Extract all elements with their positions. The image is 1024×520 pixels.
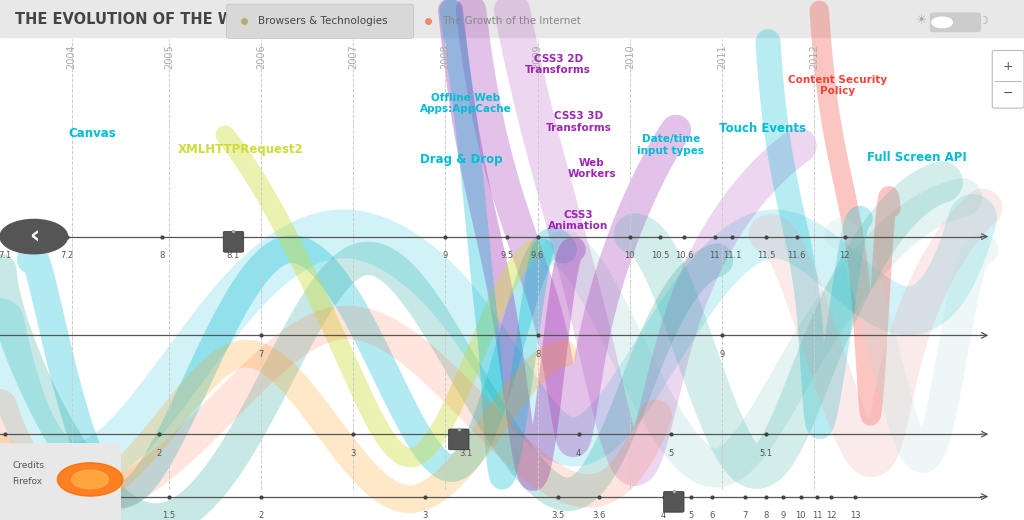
Text: 11.1: 11.1 — [723, 251, 741, 260]
Text: ‹: ‹ — [29, 225, 39, 249]
Text: 8: 8 — [763, 511, 769, 520]
Text: Offline Web
Apps:AppCache: Offline Web Apps:AppCache — [420, 93, 512, 114]
Text: 10.6: 10.6 — [675, 251, 693, 260]
Text: 12: 12 — [826, 511, 837, 520]
Text: CSS3 3D
Transforms: CSS3 3D Transforms — [546, 111, 611, 133]
Text: 2010: 2010 — [625, 44, 635, 69]
Text: 4: 4 — [575, 449, 582, 458]
Text: 2: 2 — [156, 449, 162, 458]
Text: Credits: Credits — [12, 461, 44, 470]
FancyBboxPatch shape — [930, 12, 981, 32]
Text: 10: 10 — [625, 251, 635, 260]
Text: Browsers & Technologies: Browsers & Technologies — [258, 16, 388, 27]
Text: 9: 9 — [780, 511, 786, 520]
Text: 2: 2 — [258, 511, 264, 520]
Text: 1: 1 — [2, 449, 8, 458]
Text: 9: 9 — [442, 251, 449, 260]
Text: 8.1: 8.1 — [227, 251, 240, 260]
Circle shape — [0, 219, 68, 254]
Text: 2006: 2006 — [256, 44, 266, 69]
Text: 12: 12 — [840, 251, 850, 260]
Text: 4: 4 — [660, 511, 667, 520]
Text: 8: 8 — [535, 350, 541, 359]
Text: 7.2: 7.2 — [60, 251, 73, 260]
Text: 3.5: 3.5 — [552, 511, 564, 520]
Text: +: + — [1002, 60, 1014, 73]
Text: 5.1: 5.1 — [760, 449, 772, 458]
Text: 8: 8 — [159, 251, 165, 260]
Text: CSS3
Animation: CSS3 Animation — [549, 210, 608, 231]
Text: 11: 11 — [812, 511, 822, 520]
Text: 10.5: 10.5 — [651, 251, 670, 260]
Text: 3.6: 3.6 — [592, 511, 606, 520]
Text: 5: 5 — [668, 449, 674, 458]
Text: 2011: 2011 — [717, 44, 727, 69]
Circle shape — [57, 463, 123, 496]
Text: 3: 3 — [422, 511, 428, 520]
FancyBboxPatch shape — [0, 443, 121, 520]
Text: ☀: ☀ — [916, 14, 927, 27]
Text: 2005: 2005 — [164, 44, 174, 69]
Text: Content Security
Policy: Content Security Policy — [788, 74, 887, 96]
Text: 2012: 2012 — [809, 44, 819, 69]
Text: THE EVOLUTION OF THE WEB: THE EVOLUTION OF THE WEB — [15, 12, 255, 27]
Text: 3.1: 3.1 — [460, 449, 472, 458]
Text: 2004: 2004 — [67, 44, 77, 69]
Text: 2009: 2009 — [532, 44, 543, 69]
Text: 9.5: 9.5 — [501, 251, 513, 260]
Text: The Growth of the Internet: The Growth of the Internet — [442, 16, 582, 27]
Text: 13: 13 — [850, 511, 860, 520]
Circle shape — [72, 470, 109, 489]
Text: 3: 3 — [350, 449, 356, 458]
Text: Drag & Drop: Drag & Drop — [420, 153, 502, 166]
Text: 6: 6 — [709, 511, 715, 520]
Text: 11.6: 11.6 — [787, 251, 806, 260]
Text: 1.5: 1.5 — [163, 511, 175, 520]
Text: 11: 11 — [710, 251, 720, 260]
Text: Web
Workers: Web Workers — [567, 158, 616, 179]
Text: Firefox: Firefox — [12, 476, 42, 486]
Text: Canvas: Canvas — [69, 127, 116, 140]
Text: 10: 10 — [796, 511, 806, 520]
FancyBboxPatch shape — [664, 491, 684, 512]
Text: 7: 7 — [258, 350, 264, 359]
FancyBboxPatch shape — [223, 231, 244, 252]
FancyBboxPatch shape — [992, 50, 1024, 108]
Text: Date/time
input types: Date/time input types — [637, 134, 705, 156]
FancyBboxPatch shape — [226, 4, 414, 38]
Text: 9: 9 — [719, 350, 725, 359]
Text: 2008: 2008 — [440, 44, 451, 69]
Text: −: − — [1002, 87, 1014, 100]
Text: 5: 5 — [688, 511, 694, 520]
Text: 11.5: 11.5 — [757, 251, 775, 260]
Text: 2007: 2007 — [348, 44, 358, 69]
Text: 7: 7 — [742, 511, 749, 520]
Text: 1: 1 — [94, 511, 100, 520]
Text: ☽: ☽ — [979, 16, 989, 26]
FancyBboxPatch shape — [449, 429, 469, 450]
Text: 7.1: 7.1 — [0, 251, 11, 260]
Text: Full Screen API: Full Screen API — [866, 151, 967, 164]
Text: CSS3 2D
Transforms: CSS3 2D Transforms — [525, 54, 591, 75]
Text: Touch Events: Touch Events — [720, 122, 806, 135]
Text: 9.6: 9.6 — [531, 251, 544, 260]
Text: XMLHTTPRequest2: XMLHTTPRequest2 — [178, 143, 303, 156]
Circle shape — [932, 17, 952, 28]
